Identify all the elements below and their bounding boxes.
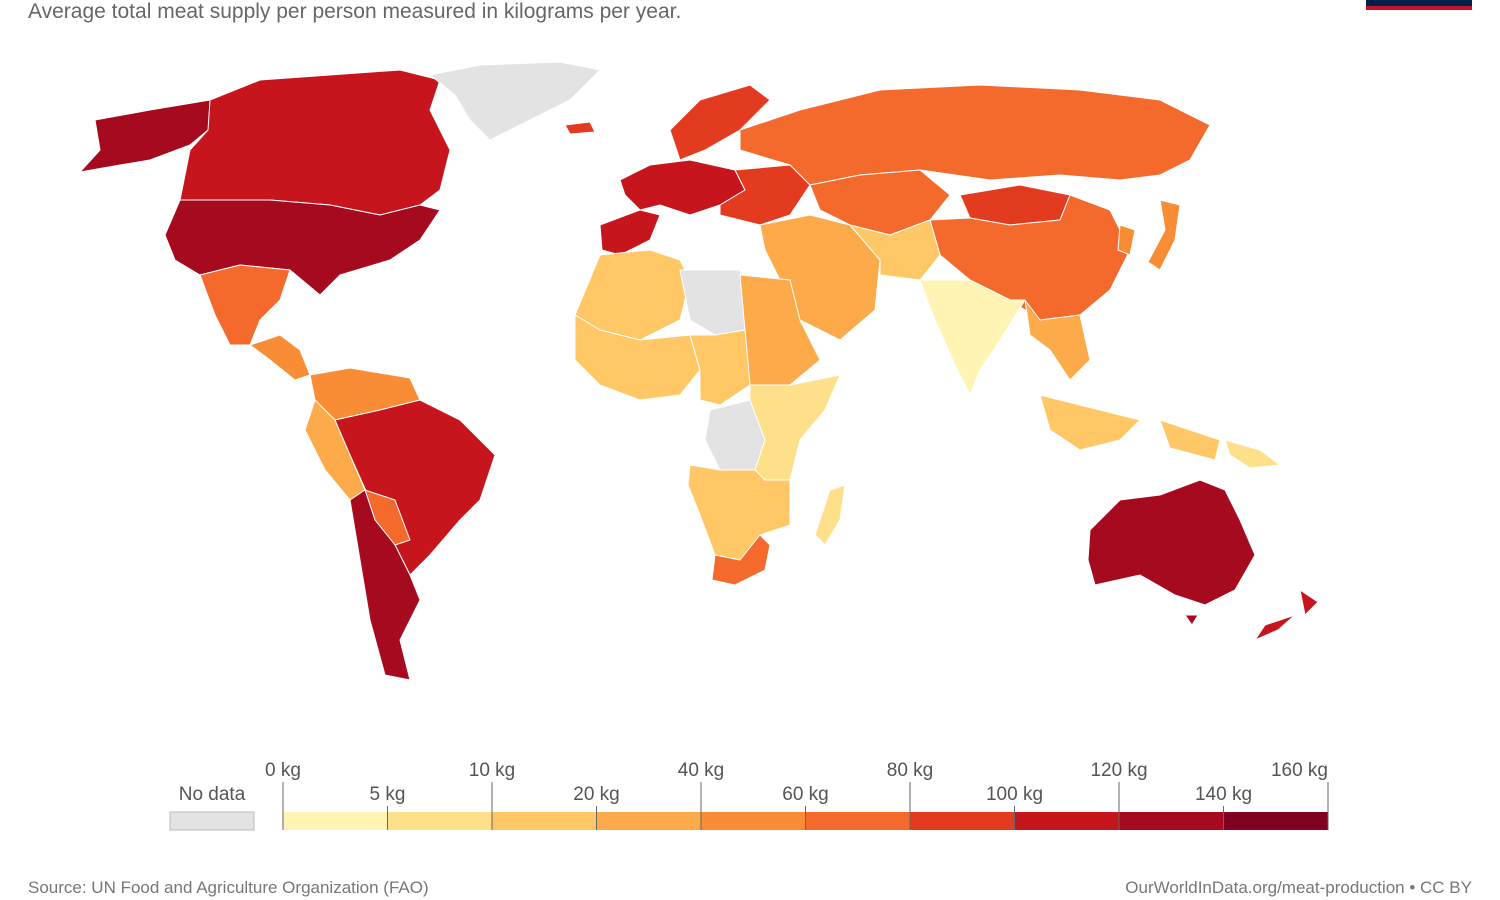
world-choropleth-map <box>79 61 1319 681</box>
region-papua-new-guinea[interactable] <box>1224 439 1281 469</box>
region-russia[interactable] <box>739 84 1211 186</box>
region-south-africa[interactable] <box>711 534 771 586</box>
region-india[interactable] <box>919 279 1026 396</box>
region-central-america[interactable] <box>249 334 311 381</box>
legend-tick-label: 140 kg <box>1195 784 1252 805</box>
legend-bin-6[interactable] <box>910 812 1015 830</box>
credit-note: OurWorldInData.org/meat-production • CC … <box>1125 878 1472 897</box>
legend-bin-7[interactable] <box>1014 812 1120 830</box>
region-angola-zambia[interactable] <box>687 464 791 561</box>
region-middle-east[interactable] <box>759 214 881 341</box>
legend-color-bins <box>283 812 1329 830</box>
region-east-africa[interactable] <box>749 374 841 481</box>
region-indonesia[interactable] <box>1039 394 1221 461</box>
region-spain[interactable] <box>599 209 661 256</box>
region-madagascar[interactable] <box>814 484 846 546</box>
legend-tick-label: 10 kg <box>469 760 515 781</box>
legend-ticks: 0 kg 10 kg 40 kg 80 kg 120 kg 160 kg 5 kg 20 kg… <box>265 760 1329 830</box>
region-greenland[interactable] <box>429 61 601 141</box>
region-southeast-asia[interactable] <box>1024 299 1091 381</box>
region-argentina-chile[interactable] <box>349 489 421 681</box>
region-new-zealand[interactable] <box>1254 589 1319 641</box>
map-subtitle: Average total meat supply per person mea… <box>28 0 682 23</box>
legend-no-data-label: No data <box>179 784 246 805</box>
region-canada[interactable] <box>179 69 451 216</box>
legend-bin-1[interactable] <box>387 812 493 830</box>
legend-bin-9[interactable] <box>1223 812 1329 830</box>
region-iceland-norway[interactable] <box>564 84 771 161</box>
legend-tick-label: 20 kg <box>573 784 619 805</box>
logo-bar-bottom <box>1366 6 1472 10</box>
legend-bin-8[interactable] <box>1119 812 1224 830</box>
legend-tick-label: 100 kg <box>986 784 1043 805</box>
region-central-africa[interactable] <box>689 329 751 406</box>
region-west-africa[interactable] <box>574 314 701 401</box>
region-australia[interactable] <box>1087 479 1256 626</box>
region-japan-korea[interactable] <box>1117 199 1181 271</box>
legend-tick-label: 80 kg <box>887 760 933 781</box>
legend-tick-label: 120 kg <box>1090 760 1147 781</box>
legend-tick-label: 5 kg <box>370 784 406 805</box>
legend-tick-label: 160 kg <box>1271 760 1328 781</box>
region-mexico[interactable] <box>199 264 291 346</box>
legend-tick-label: 0 kg <box>265 760 301 781</box>
region-united-states[interactable] <box>164 199 441 296</box>
legend-bin-0[interactable] <box>283 812 388 830</box>
region-central-asia[interactable] <box>849 219 941 281</box>
legend-tick-label: 60 kg <box>782 784 828 805</box>
legend-no-data-swatch <box>169 811 255 831</box>
color-legend: No data 0 kg 10 kg 40 kg 80 kg 120 kg 160 kg 5… <box>169 760 1329 831</box>
region-alaska[interactable] <box>79 99 216 173</box>
owid-logo-bar <box>1366 0 1472 10</box>
legend-bin-3[interactable] <box>596 812 702 830</box>
source-note: Source: UN Food and Agriculture Organiza… <box>28 878 429 897</box>
legend-tick-label: 40 kg <box>678 760 724 781</box>
legend-bin-5[interactable] <box>805 812 911 830</box>
legend-bin-4[interactable] <box>701 812 806 830</box>
legend-bin-2[interactable] <box>492 812 597 830</box>
logo-bar-top <box>1366 0 1472 6</box>
region-sahara-no-data[interactable] <box>679 269 746 336</box>
